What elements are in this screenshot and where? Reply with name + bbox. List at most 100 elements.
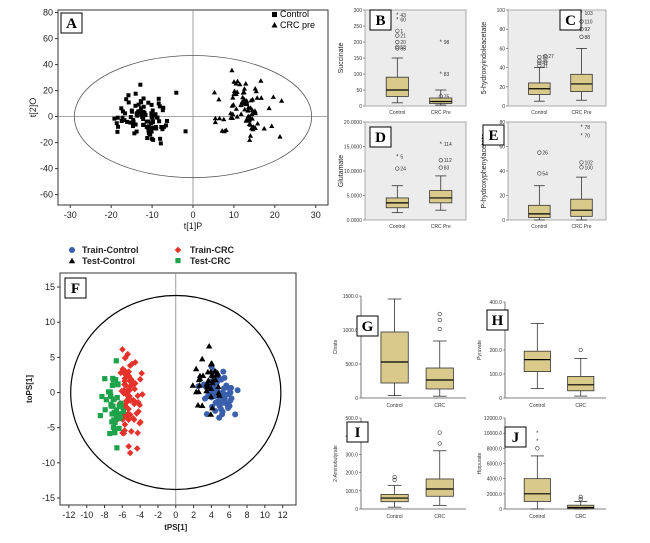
crc-pre-point <box>247 133 254 138</box>
ytick-label: 0 <box>499 396 502 402</box>
ytick-label: 100 <box>354 72 363 78</box>
outlier-label: 60 <box>400 18 406 24</box>
train-crc-point <box>128 428 135 435</box>
outlier-star: * <box>536 439 539 445</box>
control-point <box>114 121 119 126</box>
test-control-point <box>205 342 213 349</box>
crc-pre-point <box>270 94 276 99</box>
crc-pre-point <box>248 125 255 131</box>
crc-pre-point <box>242 106 248 112</box>
train-crc-point <box>134 429 142 437</box>
ytick-label: 6000.0 <box>487 462 503 468</box>
panel-f-xtick-label: 8 <box>245 510 250 520</box>
outlier-circle <box>395 33 400 38</box>
outlier-circle <box>578 497 583 502</box>
outlier-circle <box>579 34 584 39</box>
test-control-point <box>204 368 212 375</box>
train-crc-point <box>120 387 128 394</box>
control-point <box>120 115 125 120</box>
control-point <box>142 110 147 115</box>
outlier-star: * <box>580 11 583 17</box>
ytick-label: 80 <box>499 27 505 33</box>
box <box>528 204 551 218</box>
crc-pre-point <box>247 114 253 119</box>
outlier-label: 53 <box>400 45 406 51</box>
control-point <box>183 129 188 134</box>
crc-pre-point <box>229 103 235 108</box>
crc-pre-point <box>255 120 261 126</box>
outlier-label: 24 <box>400 167 406 173</box>
crc-pre-point <box>279 98 285 103</box>
outlier-star: * <box>580 125 583 131</box>
crc-pre-point <box>249 107 255 112</box>
outlier-label: 45 <box>542 59 548 65</box>
panel-a-xtick-label: 0 <box>190 210 195 220</box>
outlier-circle <box>537 150 542 155</box>
control-point <box>131 117 136 122</box>
train-crc-point <box>122 411 130 419</box>
test-control-point <box>209 379 216 386</box>
panel-f-ytick-label: 15 <box>45 282 55 292</box>
test-crc-point <box>110 403 116 409</box>
category-label: CRC Pre <box>431 110 451 116</box>
panel-f-xtick-label: -2 <box>154 510 162 520</box>
panel-b-ylabel: Succinate <box>338 43 345 74</box>
outlier-star: * <box>396 154 399 160</box>
outlier-label: 75 <box>444 94 450 100</box>
control-point <box>133 91 138 96</box>
panel-i-ylabel: 2-Aminobutyrate <box>333 445 339 482</box>
ytick-label: 0 <box>359 104 362 110</box>
outlier-circle <box>395 166 400 171</box>
category-label: CRC <box>575 514 586 520</box>
ytick-label: 300 <box>354 8 363 14</box>
train-control-point <box>220 368 227 375</box>
test-crc-point <box>108 392 114 398</box>
train-crc-point <box>135 408 142 415</box>
control-point <box>157 119 162 124</box>
crc-pre-point <box>211 89 218 95</box>
legend-square-icon <box>272 12 277 17</box>
control-point <box>129 108 134 113</box>
panel-g-ylabel: Citrate <box>333 339 339 354</box>
control-point <box>153 112 158 117</box>
legend-train-crc-text: Train-CRC <box>190 245 235 255</box>
train-control-point <box>225 405 232 412</box>
panel-f-xtick-label: 10 <box>260 510 270 520</box>
control-point <box>128 120 133 125</box>
train-crc-point <box>119 346 126 353</box>
train-crc-point <box>123 397 130 405</box>
panel-f-xtick-label: -6 <box>118 510 126 520</box>
panel-a-xlabel: t[1]P <box>184 221 203 231</box>
train-crc-point <box>125 405 132 413</box>
crc-pre-point <box>245 104 252 110</box>
crc-pre-point <box>246 121 253 127</box>
outlier-label: 27 <box>548 54 554 60</box>
panel-g: 0 500.0 1000.0 1500.0 Control CRC Citrate G <box>333 294 466 409</box>
ytick-label: 100.0 <box>345 489 358 495</box>
train-crc-point <box>125 416 132 424</box>
panel-c-label: C <box>565 13 576 29</box>
train-crc-point <box>126 362 134 369</box>
control-point <box>149 102 154 107</box>
control-point <box>156 96 161 101</box>
train-crc-point <box>128 381 136 389</box>
panel-f-xtick-label: -4 <box>136 510 144 520</box>
train-crc-point <box>119 365 127 373</box>
panel-f-label: F <box>71 281 80 297</box>
train-crc-point <box>120 369 128 377</box>
control-point <box>125 119 130 124</box>
control-point <box>112 116 117 121</box>
panel-e: 0 20 40 60 80 Control CRC Pre P-hydroxyphenylac… <box>481 120 607 230</box>
panel-a-ytick-label: -40 <box>40 164 53 174</box>
crc-pre-point <box>233 91 239 96</box>
test-crc-point <box>111 396 117 402</box>
outlier-label: 54 <box>542 171 548 177</box>
crc-pre-point <box>252 110 259 116</box>
ytick-label: 80 <box>499 120 505 126</box>
box <box>425 367 454 390</box>
panel-e-ylabel: P-hydroxyphenylacetate <box>481 133 488 208</box>
test-crc-point <box>110 424 117 430</box>
control-point <box>123 111 128 116</box>
control-point <box>143 113 148 118</box>
ytick-label: 1000.0 <box>343 328 359 334</box>
